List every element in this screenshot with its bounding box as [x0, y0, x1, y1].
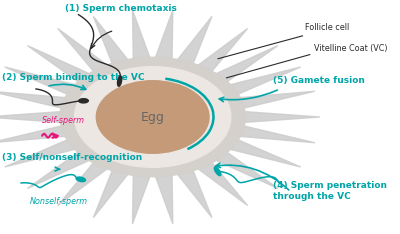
- Polygon shape: [245, 112, 320, 122]
- Polygon shape: [240, 126, 315, 143]
- Ellipse shape: [79, 99, 88, 103]
- Text: (2) Sperm binding to the VC: (2) Sperm binding to the VC: [2, 73, 145, 82]
- Text: Vitelline Coat (VC): Vitelline Coat (VC): [314, 44, 388, 53]
- Text: Nonself-sperm: Nonself-sperm: [29, 197, 87, 205]
- Polygon shape: [132, 175, 150, 224]
- Text: Self-sperm: Self-sperm: [42, 116, 85, 125]
- Text: Follicle cell: Follicle cell: [305, 23, 350, 32]
- Polygon shape: [58, 163, 107, 206]
- Text: (5) Gamete fusion: (5) Gamete fusion: [273, 76, 364, 85]
- Polygon shape: [178, 16, 212, 63]
- Ellipse shape: [76, 177, 86, 182]
- Polygon shape: [28, 46, 89, 82]
- Polygon shape: [216, 152, 278, 188]
- Polygon shape: [28, 152, 89, 188]
- Polygon shape: [230, 140, 301, 167]
- Polygon shape: [156, 175, 173, 224]
- Text: (4) Sperm penetration
through the VC: (4) Sperm penetration through the VC: [273, 181, 387, 201]
- Polygon shape: [5, 140, 75, 167]
- Ellipse shape: [74, 67, 231, 167]
- Text: (3) Self/nonself-recognition: (3) Self/nonself-recognition: [2, 154, 142, 162]
- Polygon shape: [240, 91, 315, 108]
- Polygon shape: [0, 91, 65, 108]
- Polygon shape: [230, 67, 301, 94]
- Polygon shape: [156, 10, 173, 59]
- Polygon shape: [0, 126, 65, 143]
- Text: Egg: Egg: [141, 110, 165, 124]
- Polygon shape: [216, 46, 278, 82]
- Polygon shape: [58, 28, 107, 71]
- Polygon shape: [178, 171, 212, 218]
- Polygon shape: [93, 16, 128, 63]
- Polygon shape: [198, 28, 248, 71]
- Polygon shape: [0, 112, 60, 122]
- Polygon shape: [198, 163, 248, 206]
- Polygon shape: [93, 171, 128, 218]
- Text: (1) Sperm chemotaxis: (1) Sperm chemotaxis: [65, 4, 177, 13]
- Ellipse shape: [60, 57, 245, 177]
- Ellipse shape: [96, 81, 209, 153]
- Polygon shape: [5, 67, 75, 94]
- Ellipse shape: [118, 76, 122, 86]
- Ellipse shape: [214, 167, 221, 176]
- Polygon shape: [132, 10, 150, 59]
